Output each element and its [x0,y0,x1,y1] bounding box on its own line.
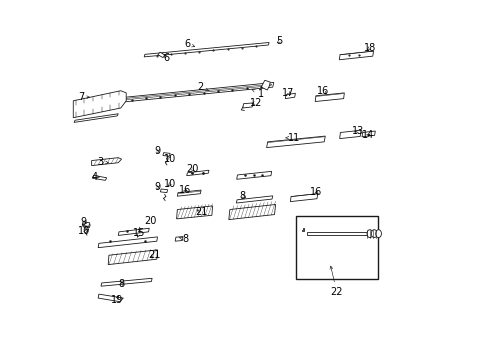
Text: 10: 10 [78,226,91,237]
Text: 5: 5 [276,36,283,46]
Polygon shape [160,189,168,193]
Text: 9: 9 [81,217,87,227]
Text: 10: 10 [164,179,176,189]
Polygon shape [315,93,344,102]
Text: 9: 9 [154,146,160,156]
Polygon shape [108,250,157,265]
Text: 18: 18 [364,42,376,53]
Polygon shape [237,171,271,179]
Polygon shape [124,82,274,102]
Ellipse shape [371,230,377,238]
Polygon shape [163,153,170,156]
Text: 7: 7 [78,92,90,102]
Text: 6: 6 [184,39,195,49]
Text: 22: 22 [330,266,343,297]
Polygon shape [229,204,275,220]
Text: 21: 21 [148,249,160,260]
Text: 17: 17 [282,88,295,98]
Polygon shape [285,93,295,99]
Polygon shape [302,228,304,231]
Text: 16: 16 [318,86,330,96]
Polygon shape [267,136,325,148]
Polygon shape [98,294,123,302]
Polygon shape [82,222,90,226]
Text: 20: 20 [186,164,198,174]
Text: 3: 3 [97,157,109,167]
Polygon shape [101,278,152,286]
Polygon shape [362,131,375,137]
Ellipse shape [376,230,381,238]
Polygon shape [291,194,318,202]
Text: 4: 4 [92,172,99,182]
Text: 8: 8 [240,191,246,201]
Text: 21: 21 [195,207,207,217]
Polygon shape [158,52,165,58]
Polygon shape [243,103,253,108]
Polygon shape [98,237,157,248]
Text: 2: 2 [197,82,209,92]
Text: 12: 12 [249,98,262,108]
Polygon shape [187,170,209,176]
Text: 8: 8 [119,279,124,289]
Text: 14: 14 [362,130,374,140]
Polygon shape [144,42,269,57]
Text: 10: 10 [164,154,176,164]
Text: 9: 9 [154,182,160,192]
Text: 1: 1 [252,89,264,99]
Bar [296,216,378,279]
Polygon shape [176,206,213,219]
Text: 16: 16 [179,185,191,195]
Text: 16: 16 [310,186,322,197]
Polygon shape [261,80,270,90]
Polygon shape [339,51,373,60]
Polygon shape [236,196,273,203]
Polygon shape [307,232,368,235]
Polygon shape [83,224,90,228]
Text: 13: 13 [351,126,364,136]
Text: 8: 8 [180,234,189,244]
Polygon shape [340,130,361,139]
Text: 11: 11 [285,132,300,143]
Polygon shape [175,237,183,241]
Polygon shape [92,175,107,180]
Polygon shape [74,91,126,118]
Polygon shape [118,228,149,235]
Ellipse shape [367,230,373,238]
Polygon shape [92,158,122,166]
Text: 15: 15 [133,228,146,238]
Text: 19: 19 [111,294,123,305]
Text: 6: 6 [163,53,169,63]
Text: 20: 20 [138,216,157,230]
Polygon shape [126,84,271,100]
Polygon shape [177,190,201,196]
Polygon shape [74,114,118,122]
